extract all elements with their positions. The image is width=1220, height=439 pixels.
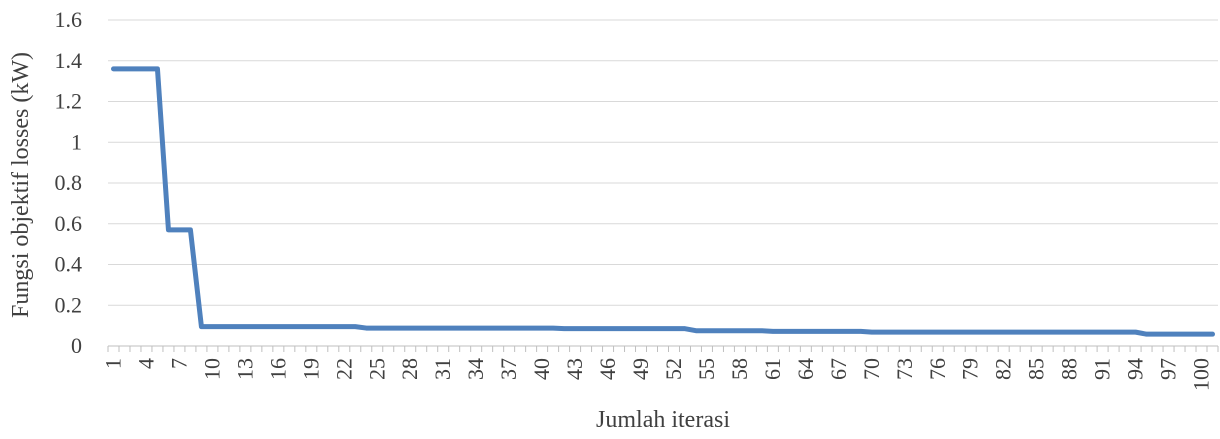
x-tick-label: 13 — [232, 358, 257, 380]
x-tick-label: 79 — [958, 358, 983, 380]
x-tick-label: 16 — [265, 358, 290, 380]
x-tick-label: 100 — [1189, 358, 1214, 391]
x-tick-label: 70 — [859, 358, 884, 380]
y-tick-label: 0.6 — [55, 211, 83, 236]
axis-layer — [108, 346, 1218, 352]
x-tick-label: 19 — [298, 358, 323, 380]
y-tick-label: 1.6 — [55, 7, 83, 32]
x-tick-label: 52 — [661, 358, 686, 380]
x-axis-title: Jumlah iterasi — [596, 407, 730, 433]
x-tick-label: 31 — [430, 358, 455, 380]
y-tick-label: 0.4 — [55, 252, 83, 277]
x-tick-label: 4 — [133, 358, 158, 369]
x-tick-label: 49 — [628, 358, 653, 380]
series-layer — [114, 69, 1213, 334]
y-tick-label: 1 — [71, 129, 82, 154]
x-tick-label: 40 — [529, 358, 554, 380]
x-tick-label: 58 — [727, 358, 752, 380]
y-tick-label: 0 — [71, 333, 82, 358]
x-tick-label: 34 — [463, 358, 488, 380]
y-axis-title: Fungsi objektif losses (kW) — [8, 52, 34, 318]
x-tick-label: 64 — [793, 358, 818, 380]
y-tick-label: 1.4 — [55, 48, 83, 73]
x-tick-label: 88 — [1057, 358, 1082, 380]
x-tick-label: 97 — [1156, 358, 1181, 380]
series-line — [114, 69, 1213, 334]
x-tick-label: 10 — [199, 358, 224, 380]
x-tick-label: 7 — [166, 358, 191, 369]
x-tick-label: 82 — [991, 358, 1016, 380]
x-tick-label: 67 — [826, 358, 851, 380]
x-tick-label: 37 — [496, 358, 521, 380]
x-tick-label: 22 — [331, 358, 356, 380]
x-tick-label: 85 — [1024, 358, 1049, 380]
x-tick-label: 73 — [892, 358, 917, 380]
grid-layer — [108, 20, 1218, 305]
x-tick-label: 91 — [1090, 358, 1115, 380]
x-tick-label: 28 — [397, 358, 422, 380]
x-tick-label: 25 — [364, 358, 389, 380]
x-tick-label: 55 — [694, 358, 719, 380]
x-tick-label: 46 — [595, 358, 620, 380]
x-tick-label: 1 — [100, 358, 125, 369]
label-layer: Fungsi objektif losses (kW) Jumlah itera… — [8, 7, 1214, 433]
x-tick-label: 76 — [925, 358, 950, 380]
x-tick-label: 94 — [1123, 358, 1148, 380]
x-tick-label: 61 — [760, 358, 785, 380]
y-tick-label: 1.2 — [55, 89, 83, 114]
x-tick-label: 43 — [562, 358, 587, 380]
y-tick-label: 0.2 — [55, 292, 83, 317]
y-tick-label: 0.8 — [55, 170, 83, 195]
